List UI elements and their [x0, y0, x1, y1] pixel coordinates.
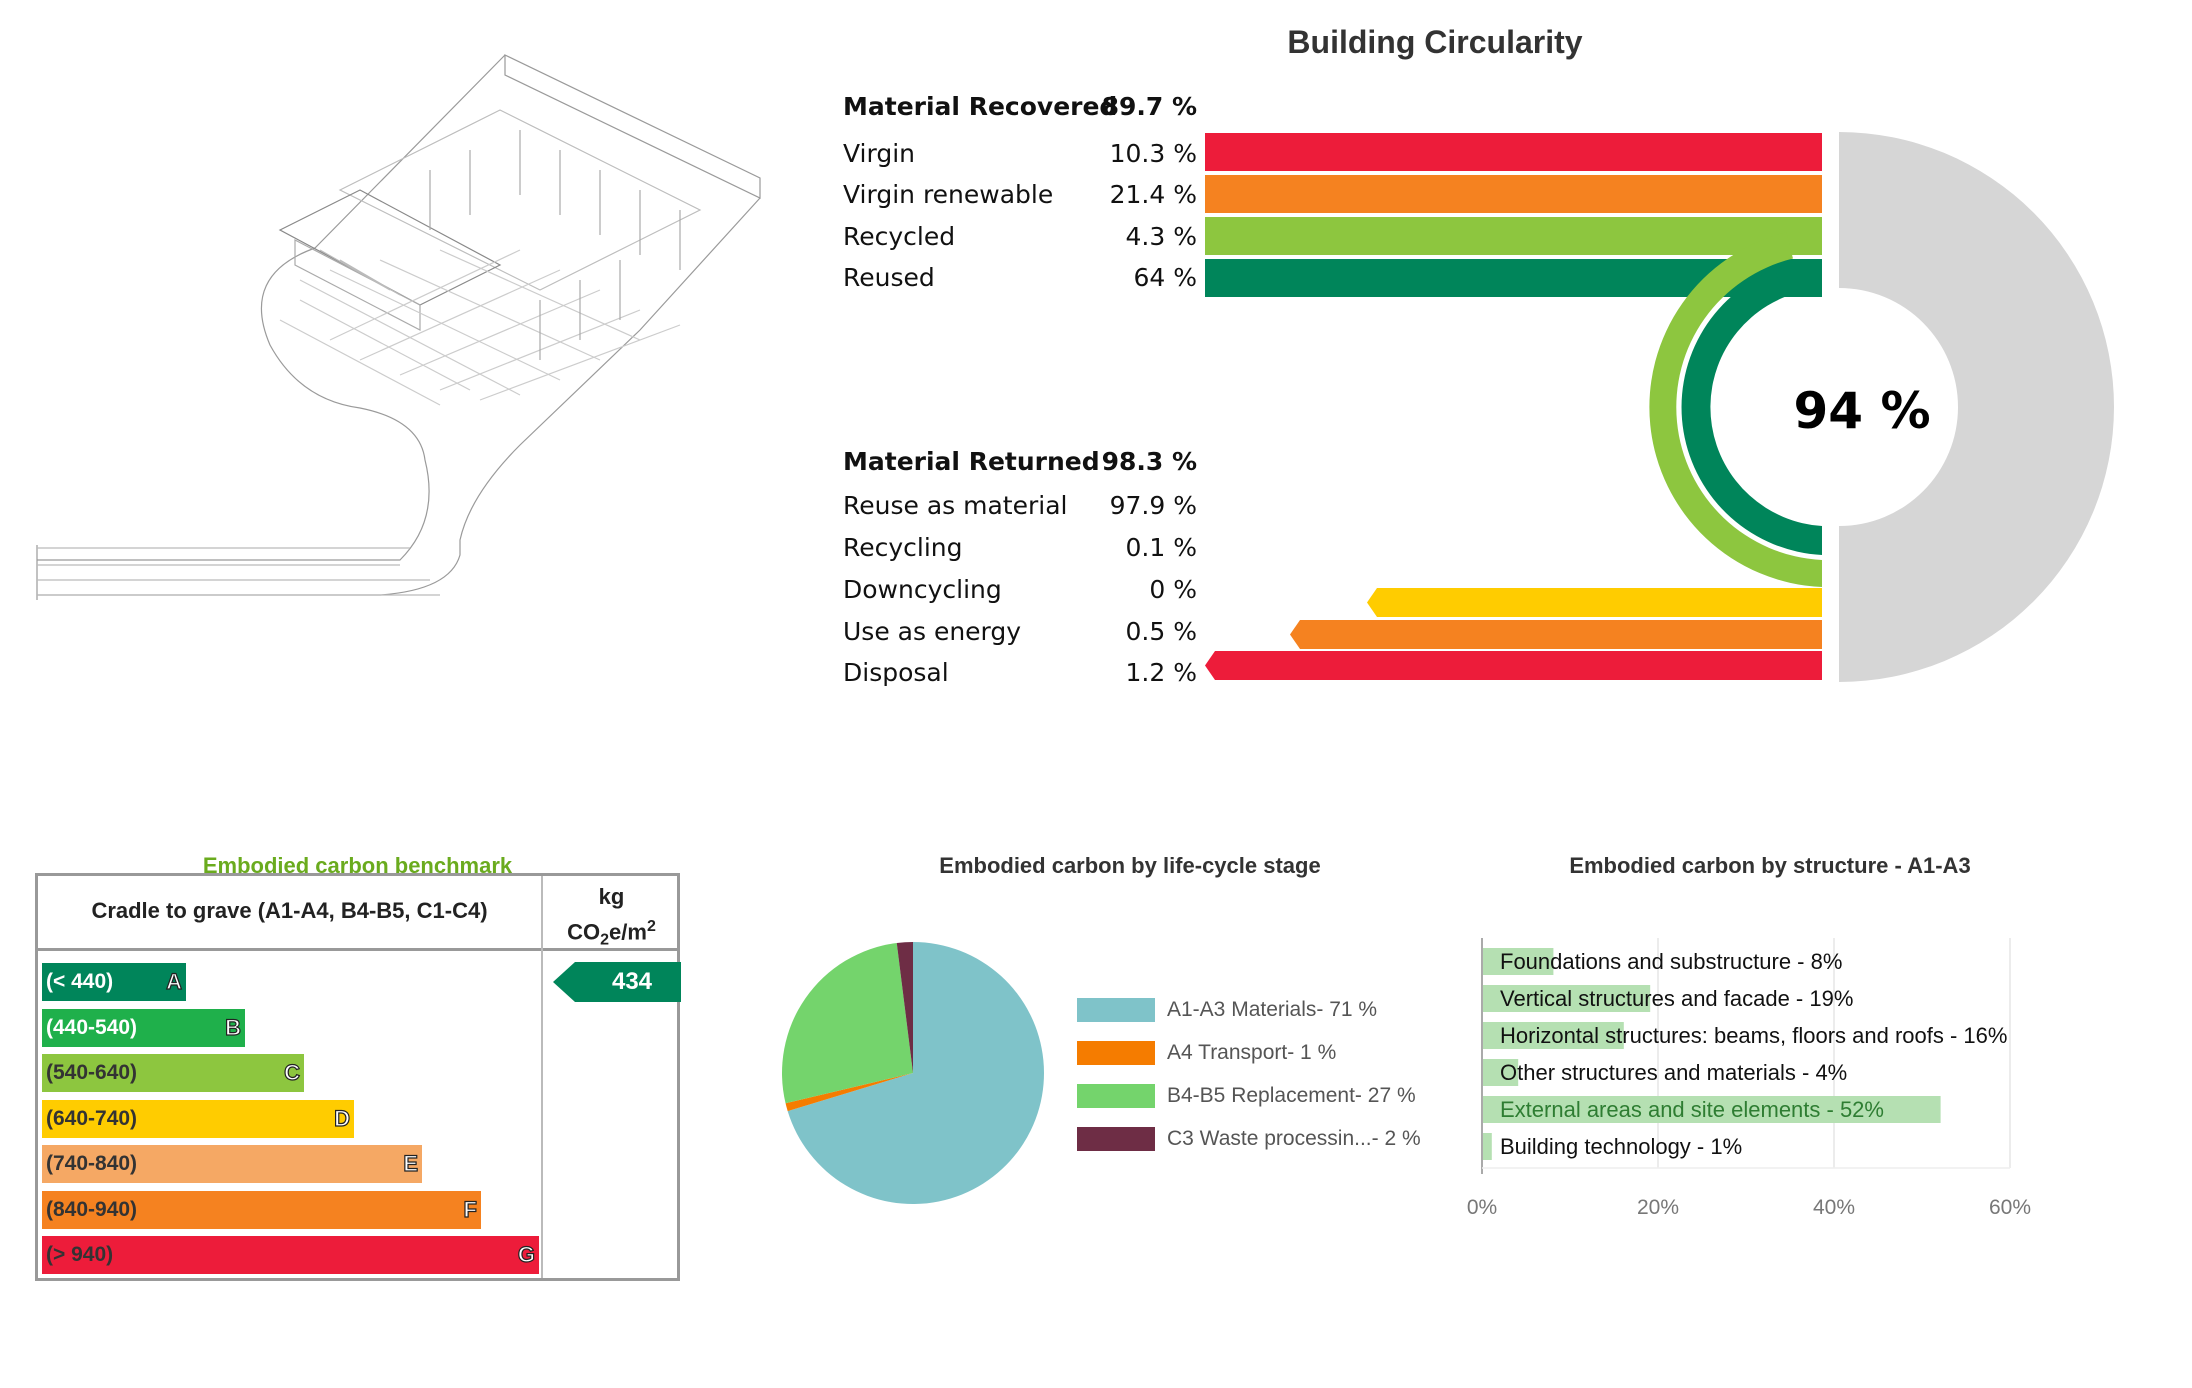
row-value-reused: 64 %	[1133, 263, 1197, 292]
band-b: (440-540) B	[42, 1008, 245, 1047]
bar-virgin-renewable	[1205, 175, 1822, 213]
pie-slice-3	[896, 942, 913, 1073]
row-value-use-as-energy: 0.5 %	[1125, 617, 1197, 646]
bar-label: Building technology - 1%	[1500, 1134, 1743, 1159]
unit-sub: 2	[600, 931, 610, 949]
bar	[1483, 1133, 1492, 1160]
legend-item: B4-B5 Replacement- 27 %	[1077, 1083, 1416, 1109]
band-letter: F	[463, 1196, 478, 1222]
band-a: (< 440) A	[42, 963, 186, 1001]
bar-chart-title: Embodied carbon by structure - A1-A3	[1569, 853, 1971, 878]
bar-label: External areas and site elements - 52%	[1500, 1097, 1884, 1122]
material-recovered-label: Material Recovered	[843, 92, 1118, 121]
benchmark-unit: kg CO2e/m2	[543, 882, 680, 956]
bar-label: Horizontal structures: beams, floors and…	[1500, 1023, 2008, 1048]
row-value-virgin-renewable: 21.4 %	[1109, 180, 1197, 209]
band-letter: B	[225, 1014, 242, 1040]
material-returned-total: 98.3 %	[1101, 447, 1197, 476]
legend-label: A4 Transport- 1 %	[1167, 1041, 1337, 1064]
unit-line1: kg	[598, 884, 625, 909]
bar-label: Vertical structures and facade - 19%	[1500, 986, 1854, 1011]
legend-swatch	[1077, 1127, 1155, 1151]
score-arrow-shape	[553, 962, 681, 1002]
legend-item: A1-A3 Materials- 71 %	[1077, 997, 1377, 1023]
row-value-disposal: 1.2 %	[1125, 658, 1197, 687]
material-returned-label: Material Returned	[843, 447, 1100, 476]
row-label-use-as-energy: Use as energy	[843, 617, 1022, 646]
band-d: (640-740) D	[42, 1099, 354, 1138]
band-letter: D	[334, 1105, 351, 1131]
x-tick-label: 0%	[1466, 1196, 1498, 1219]
row-label-disposal: Disposal	[843, 658, 949, 687]
benchmark-table: Cradle to grave (A1-A4, B4-B5, C1-C4) kg…	[35, 873, 681, 1281]
unit-sup: 2	[646, 918, 656, 935]
band-range: (640-740)	[46, 1106, 138, 1130]
unit-co: CO	[567, 919, 601, 945]
building-axonometric-drawing	[36, 54, 761, 600]
bar-label: Other structures and materials - 4%	[1500, 1060, 1848, 1085]
circularity-graphic: 94 %	[1205, 132, 2114, 682]
legend-item: A4 Transport- 1 %	[1077, 1040, 1336, 1066]
pie-slice-0	[787, 942, 1044, 1204]
band-range: (> 940)	[46, 1243, 114, 1266]
unit-rest: e/m	[609, 919, 647, 945]
benchmark-score-arrow: 434	[553, 962, 681, 1002]
x-tick-label: 60%	[1988, 1196, 2032, 1219]
pie-slice-1	[785, 1073, 913, 1112]
bar-disposal	[1205, 651, 1822, 680]
row-label-recycling: Recycling	[843, 533, 963, 562]
band-g: (> 940) G	[42, 1236, 539, 1274]
row-value-downcycling: 0 %	[1149, 575, 1197, 604]
header-divider	[38, 948, 677, 951]
legend-swatch	[1077, 998, 1155, 1022]
pie-chart-title: Embodied carbon by life-cycle stage	[939, 853, 1321, 878]
row-label-virgin-renewable: Virgin renewable	[843, 180, 1054, 209]
row-label-downcycling: Downcycling	[843, 575, 1002, 604]
legend-swatch	[1077, 1084, 1155, 1108]
band-f: (840-940) F	[42, 1190, 481, 1229]
row-value-recycled: 4.3 %	[1125, 222, 1197, 251]
band-range: (540-640)	[46, 1061, 138, 1084]
row-label-recycled: Recycled	[843, 222, 956, 251]
band-letter: G	[517, 1241, 535, 1267]
circularity-ring	[1839, 132, 2114, 682]
legend-label: A1-A3 Materials- 71 %	[1167, 998, 1378, 1021]
band-range: (840-940)	[46, 1197, 138, 1221]
x-tick-label: 40%	[1812, 1196, 1856, 1219]
legend-label: C3 Waste processin...- 2 %	[1167, 1127, 1421, 1150]
material-recovered-total: 89.7 %	[1101, 92, 1197, 121]
bar-downcycling	[1367, 588, 1822, 617]
legend-item: C3 Waste processin...- 2 %	[1077, 1126, 1421, 1152]
band-range: (440-540)	[46, 1015, 138, 1039]
band-e: (740-840) E	[42, 1145, 422, 1183]
legend-swatch	[1077, 1041, 1155, 1065]
bar-virgin	[1205, 133, 1822, 171]
circularity-score: 94 %	[1793, 382, 1930, 440]
row-label-virgin: Virgin	[843, 139, 915, 168]
bar-recycled	[1205, 217, 1822, 255]
arc-reuse-as-material	[1681, 269, 1822, 555]
bar-label: Foundations and substructure - 8%	[1500, 949, 1843, 974]
row-value-virgin: 10.3 %	[1109, 139, 1197, 168]
row-label-reuse-as-material: Reuse as material	[843, 491, 1068, 520]
circularity-title: Building Circularity	[1287, 24, 1583, 60]
pie-slice-2	[781, 943, 913, 1104]
band-letter: E	[403, 1150, 419, 1176]
benchmark-score: 434	[611, 968, 653, 995]
band-range: (740-840)	[46, 1152, 138, 1175]
bar-use-as-energy	[1290, 620, 1822, 649]
arc-recycling	[1649, 232, 1822, 587]
legend-label: B4-B5 Replacement- 27 %	[1167, 1084, 1416, 1107]
row-value-recycling: 0.1 %	[1125, 533, 1197, 562]
band-letter: C	[284, 1059, 301, 1085]
unit-line2: CO2e/m2	[543, 912, 680, 956]
benchmark-header: Cradle to grave (A1-A4, B4-B5, C1-C4)	[91, 898, 488, 923]
x-tick-label: 20%	[1636, 1196, 1680, 1219]
band-letter: A	[166, 968, 183, 994]
row-label-reused: Reused	[843, 263, 935, 292]
band-c: (540-640) C	[42, 1054, 304, 1092]
row-value-reuse-as-material: 97.9 %	[1109, 491, 1197, 520]
band-range: (< 440)	[46, 970, 114, 993]
column-divider	[541, 876, 543, 1278]
